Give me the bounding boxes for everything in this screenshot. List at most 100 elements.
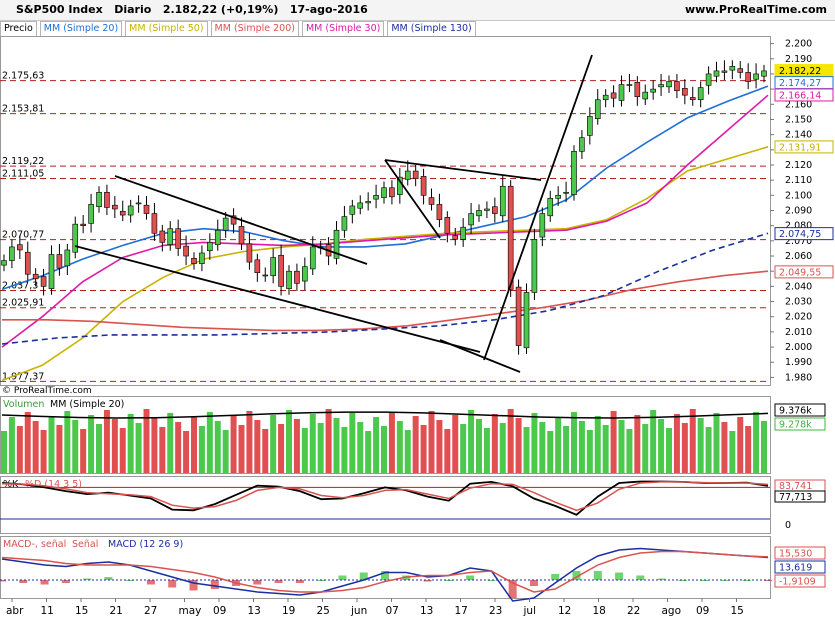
candle-body [191,257,197,264]
candle-body [56,254,63,269]
candle-body [24,251,31,275]
volume-bar [80,429,87,473]
candle-body [381,187,387,198]
symbol-name[interactable]: S&P500 Index [16,3,103,16]
candle-body [674,81,680,91]
volume-bar [515,418,522,473]
macd-histogram-bar [444,580,453,581]
volume-legend-label: Volumen [3,399,44,410]
macd-histogram-bar [0,580,6,582]
x-tick-label: 22 [627,605,640,617]
x-tick-label: abr [6,605,24,617]
x-tick-label: 12 [558,605,571,617]
trend-line [384,159,441,239]
period-label[interactable]: Diario [114,3,152,16]
macd-histogram-bar [572,571,581,580]
volume-bar [8,417,15,473]
y-tick-label: 2.050 [785,266,812,277]
volume-bar [206,412,213,473]
candle-body [531,239,538,293]
macd-histogram-bar [146,580,155,585]
legend-mm20[interactable]: MM (Simple 20) [39,21,123,37]
site-link[interactable]: www.ProRealTime.com [684,3,827,16]
candle-body [373,195,379,200]
candle-body [302,266,308,282]
support-level-label: 2.153,81 [2,104,44,115]
trend-line [114,175,368,265]
price-label-box [774,227,834,241]
volume-bar [119,428,126,473]
candle-body [389,187,395,198]
macd-label-text: 13,619 [779,563,812,574]
y-tick-label: 2.160 [785,99,812,110]
volume-bar [396,421,403,473]
legend-mm200[interactable]: MM (Simple 200) [210,21,299,37]
macd-histogram-bar [104,577,113,580]
volume-bar [729,431,736,473]
macd-hist-legend-label: MACD-, señal [3,539,66,550]
candle-body [159,230,166,243]
support-level-label: 1.977,37 [2,371,44,382]
legend-mm130[interactable]: MM (Simple 130) [387,21,476,37]
x-tick-label: jun [350,605,367,617]
volume-bar [539,422,546,473]
volume-bar [571,412,577,473]
moving-average-line [1,146,769,382]
x-tick-label: ago [662,605,682,617]
support-level-label: 2.037,3 [2,280,38,291]
macd-histogram-bar [700,580,709,581]
volume-bar [476,419,482,473]
x-tick-label: 11 [41,605,54,617]
candle-body [507,185,514,290]
macd-histogram-bar [657,578,666,580]
candle-body [713,70,720,77]
price-label-box [774,265,834,279]
candle-body [547,198,554,217]
candle-body [48,254,55,289]
macd-histogram-bar [551,574,560,580]
candle-body [650,88,656,93]
legend-price[interactable]: Precio [0,21,37,37]
candle-body [460,226,466,240]
candle-body [96,191,102,208]
candle-body [436,204,443,220]
moving-average-line [2,270,769,332]
volume-bar [64,411,71,473]
candle-body [705,73,712,86]
volume-bar [349,413,356,473]
volume-bar [634,415,641,473]
candle-body [270,257,276,277]
macd-histogram-bar [593,571,602,580]
candle-body [143,204,150,214]
volume-bar [444,429,451,473]
volume-bar [24,412,31,473]
y-tick-label: 2.110 [785,175,812,186]
x-tick-label: 13 [420,605,433,617]
candle-body [238,226,245,245]
y-tick-label: 2.070 [785,236,812,247]
volume-bar [602,425,609,473]
volume-label-text: 9.376k [779,406,812,417]
legend-mm30[interactable]: MM (Simple 30) [301,21,385,37]
volume-bar [412,416,419,473]
candle-body [555,195,561,199]
volume-bar [666,428,672,473]
pane-price [0,36,771,386]
volume-bar [214,421,221,473]
volume-bar [753,412,760,473]
volume-bar [460,424,467,473]
candle-body [9,246,15,261]
macd-histogram-bar [232,580,241,586]
volume-bar [745,426,752,473]
candle-body [729,66,736,71]
macd-histogram-bar [508,580,517,598]
candle-body [294,270,300,284]
macd-label-box [774,560,826,574]
macd-histogram-bar [295,580,304,583]
volume-bar [96,424,102,473]
candle-body [682,88,688,96]
legend-mm50[interactable]: MM (Simple 50) [125,21,208,37]
volume-bar [293,419,300,473]
pane-macd [0,536,771,599]
